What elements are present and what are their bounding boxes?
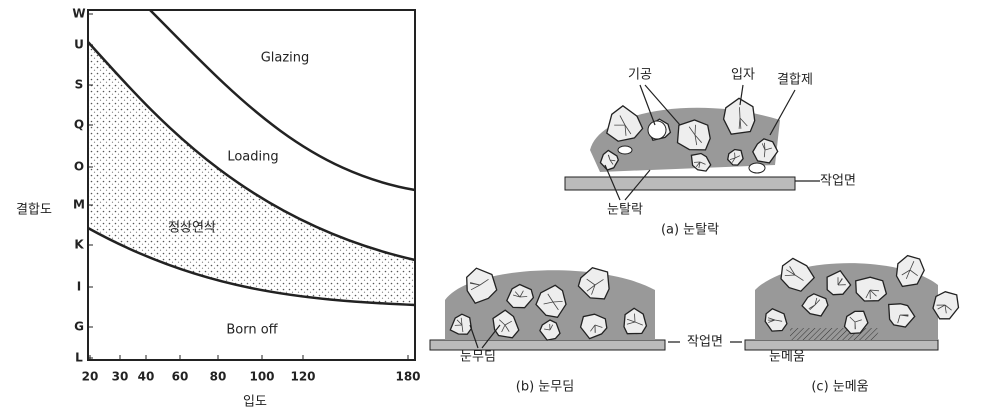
x-tick-label: 100 [249, 370, 274, 384]
grain-crack [469, 278, 489, 291]
grain [855, 276, 888, 302]
grain [577, 266, 610, 300]
grain-crack [767, 317, 783, 323]
y-tick-label: I [77, 280, 81, 294]
grain-crack [626, 313, 643, 326]
label: 눈메움 [769, 350, 805, 365]
y-tick-label: Q [74, 118, 84, 132]
grain-crack [607, 154, 616, 165]
curve [87, 41, 416, 262]
grain [466, 267, 498, 304]
grain-crack [808, 297, 821, 311]
grain-crack [693, 161, 706, 168]
grain [843, 310, 869, 335]
grain-crack [544, 323, 554, 331]
grain-crack [614, 115, 632, 136]
caption: (c) 눈메움 [811, 380, 868, 395]
x-tick-label: 20 [82, 370, 99, 384]
y-tick-label: M [73, 198, 85, 212]
curve [87, 226, 416, 307]
work-surface [564, 176, 796, 191]
plot-frame [87, 9, 416, 361]
pore [647, 120, 667, 140]
grain-crack [499, 319, 512, 333]
y-tick-label: U [74, 38, 84, 52]
x-tick-label: 60 [172, 370, 189, 384]
grain-crack [688, 124, 703, 146]
x-tick-label: 180 [395, 370, 420, 384]
grain-crack [901, 261, 918, 280]
grain [895, 254, 925, 288]
grain-crack [784, 266, 804, 281]
grain-crack [543, 293, 563, 311]
normal-region [88, 42, 415, 305]
y-tick-label: S [75, 78, 84, 92]
grain-crack [897, 314, 909, 324]
work-surface [744, 339, 939, 351]
grain [606, 104, 644, 142]
wheel-chart: Glazing Loading 정상연삭 Born off 결합도 입도 W U S… [16, 7, 420, 410]
label: 눈무딤 [460, 350, 496, 365]
grain-crack [586, 278, 604, 295]
y-tick-label: L [75, 351, 83, 365]
region-label: Glazing [261, 51, 310, 66]
caption: (a) 눈탈락 [661, 223, 719, 238]
x-tick-label: 120 [290, 370, 315, 384]
x-axis-title: 입도 [243, 395, 267, 410]
grain-crack [761, 142, 773, 158]
work-surface [429, 339, 666, 351]
grain [722, 97, 756, 135]
region-label: 정상연삭 [168, 221, 216, 236]
label: 작업면 [687, 335, 723, 350]
label: 입자 [731, 68, 755, 83]
grain-diagrams [429, 97, 960, 351]
grain-crack [454, 317, 464, 333]
region-label: Born off [226, 323, 278, 338]
grain [535, 284, 567, 319]
curve [149, 9, 416, 192]
grain-crack [849, 316, 862, 330]
label: 눈탈락 [607, 203, 643, 218]
grain [676, 119, 711, 151]
grain-crack [590, 324, 603, 333]
labels: 기공 입자 결합제 작업면 눈탈락 (a) 눈탈락 눈무딤 (b) 눈무딤 눈메… [460, 68, 869, 395]
grain-crack [837, 277, 846, 286]
pore [617, 145, 633, 155]
x-tick-label: 30 [112, 370, 129, 384]
grain-crack [865, 289, 880, 300]
leader-lines [469, 84, 820, 349]
y-axis-title: 결합도 [16, 203, 52, 218]
caption: (b) 눈무딤 [516, 380, 574, 395]
grain-crack [738, 107, 748, 129]
region-label: Loading [227, 150, 278, 165]
clogging [790, 328, 880, 340]
y-tick-label: G [74, 320, 84, 334]
y-tick-label: O [74, 160, 84, 174]
label: 결합제 [777, 73, 813, 88]
y-tick-label: W [72, 7, 85, 21]
x-tick-label: 40 [138, 370, 155, 384]
grain-crack [936, 304, 952, 314]
y-tick-label: K [74, 238, 84, 252]
x-tick-label: 80 [210, 370, 227, 384]
label: 기공 [628, 68, 652, 83]
grain [492, 309, 520, 339]
pore [748, 162, 766, 174]
grain [826, 269, 852, 296]
grain [726, 148, 744, 166]
grain-crack [512, 290, 528, 298]
label: 작업면 [820, 174, 856, 189]
grain-crack [729, 152, 741, 163]
